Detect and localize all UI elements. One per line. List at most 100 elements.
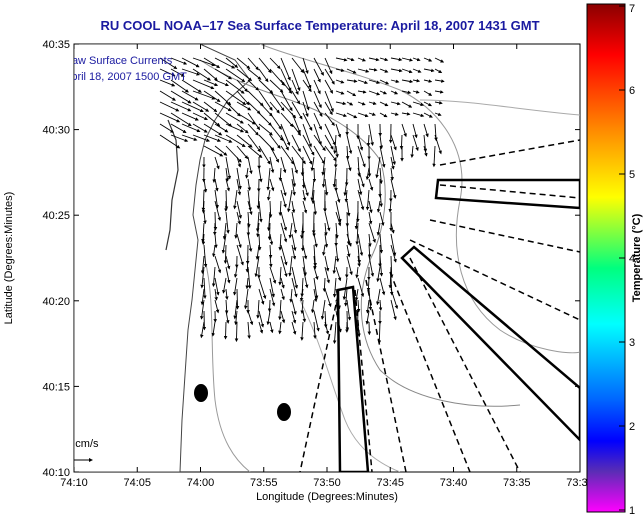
current-vector xyxy=(269,277,275,298)
current-vector xyxy=(236,79,249,93)
current-vector xyxy=(236,156,242,168)
current-vector xyxy=(376,266,381,283)
current-vector xyxy=(291,211,298,234)
current-vector xyxy=(214,288,218,301)
current-vector xyxy=(258,321,264,334)
current-vector xyxy=(355,266,359,279)
current-vector xyxy=(313,145,325,165)
current-vector xyxy=(355,222,359,246)
current-vector xyxy=(181,101,204,113)
current-vector xyxy=(390,68,403,73)
current-vector xyxy=(170,90,192,104)
current-vector xyxy=(258,101,273,117)
current-vector xyxy=(401,90,412,95)
current-vector xyxy=(159,79,176,87)
current-vector xyxy=(280,123,291,146)
current-vector xyxy=(312,167,317,183)
current-vector xyxy=(313,244,317,267)
current-vector xyxy=(258,68,269,83)
current-vector xyxy=(269,134,281,149)
current-vector xyxy=(310,299,315,314)
current-vector xyxy=(243,288,249,310)
current-vector xyxy=(357,68,370,73)
current-vector xyxy=(181,112,199,121)
current-vector xyxy=(423,112,433,118)
current-vector xyxy=(236,244,244,266)
current-vector xyxy=(159,123,174,133)
current-vector xyxy=(192,134,211,142)
current-vector xyxy=(321,167,326,188)
current-vector xyxy=(203,244,208,268)
current-vector xyxy=(367,156,372,178)
current-vector xyxy=(247,68,262,80)
current-vector xyxy=(235,288,240,310)
current-vector xyxy=(335,112,347,118)
current-vector xyxy=(324,101,333,116)
colorbar-tick-label: 5 xyxy=(629,169,635,181)
current-vector xyxy=(214,57,236,69)
current-vector xyxy=(300,222,304,239)
current-vector xyxy=(181,123,201,133)
y-tick-label: 40:30 xyxy=(42,125,70,137)
current-vector xyxy=(324,288,332,308)
current-vector xyxy=(214,200,222,222)
current-vector xyxy=(181,90,199,101)
current-vector xyxy=(390,79,400,84)
current-vector xyxy=(390,178,397,199)
current-vector xyxy=(269,233,274,246)
current-vector xyxy=(288,222,293,239)
current-vector xyxy=(332,167,337,188)
current-vector xyxy=(390,222,395,234)
x-tick-label: 73:40 xyxy=(440,477,468,489)
current-vector xyxy=(258,288,265,305)
current-vector xyxy=(357,134,364,151)
current-vector xyxy=(236,57,251,70)
current-vector xyxy=(225,90,247,105)
current-vector xyxy=(214,123,229,133)
current-vector xyxy=(357,167,365,188)
current-vector xyxy=(192,68,211,81)
current-vector xyxy=(247,266,252,289)
current-vector xyxy=(234,222,238,239)
current-vector xyxy=(357,57,366,62)
current-vector xyxy=(434,57,445,63)
x-tick-label: 74:05 xyxy=(123,477,151,489)
current-vector xyxy=(289,288,293,303)
current-vector xyxy=(302,101,309,118)
current-vector xyxy=(225,310,230,324)
current-vector xyxy=(203,145,224,157)
current-vector xyxy=(170,101,192,112)
current-vector xyxy=(214,68,233,80)
radar-site-marker xyxy=(277,403,291,421)
current-vector xyxy=(335,79,345,84)
current-vector xyxy=(322,277,327,293)
mid-contour xyxy=(299,299,401,472)
current-vector xyxy=(379,90,388,95)
colorbar-tick-label: 1 xyxy=(629,505,635,517)
radar-site-marker xyxy=(194,384,208,402)
current-vector xyxy=(368,255,375,277)
current-vector xyxy=(410,145,414,158)
current-vector xyxy=(201,222,205,243)
current-vector xyxy=(266,167,271,191)
current-vector xyxy=(247,134,261,153)
current-vector xyxy=(357,112,369,118)
current-vector xyxy=(291,200,296,214)
current-vector xyxy=(335,145,339,158)
colorbar-tick-label: 7 xyxy=(629,3,635,15)
current-vector xyxy=(280,112,294,128)
current-vector xyxy=(192,101,210,112)
current-vector xyxy=(258,277,267,300)
current-vector xyxy=(291,79,299,95)
current-vector xyxy=(224,189,229,210)
current-vector xyxy=(159,112,181,123)
x-tick-label: 73:55 xyxy=(250,477,278,489)
current-vector xyxy=(247,123,259,136)
current-vector xyxy=(302,200,308,214)
current-vector xyxy=(313,112,322,131)
current-vector xyxy=(346,244,351,258)
beam-outline-southeast xyxy=(400,245,580,442)
current-vector xyxy=(201,233,206,246)
current-vector xyxy=(357,90,367,94)
current-vector xyxy=(247,189,252,212)
